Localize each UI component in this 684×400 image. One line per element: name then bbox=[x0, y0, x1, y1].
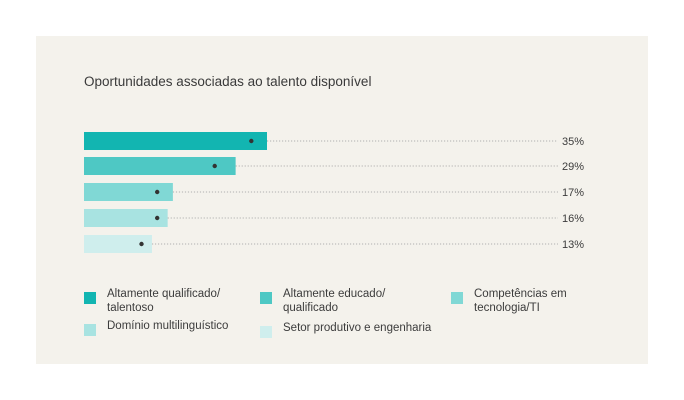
value-label-2: 29% bbox=[562, 161, 584, 173]
legend-item-4: Domínio multilinguístico bbox=[84, 319, 237, 336]
value-label-5: 13% bbox=[562, 239, 584, 251]
bar-1 bbox=[84, 132, 267, 150]
legend-swatch bbox=[260, 292, 272, 304]
legend-swatch bbox=[260, 326, 272, 338]
legend: Altamente qualificado/ talentoso Altament… bbox=[84, 287, 644, 347]
bar-4 bbox=[84, 209, 168, 227]
legend-label: Altamente qualificado/ talentoso bbox=[107, 288, 221, 314]
chart-card: Oportunidades associadas ao talento disp… bbox=[36, 36, 648, 364]
legend-label: Setor produtivo e engenharia bbox=[283, 322, 432, 334]
legend-item-5: Setor produtivo e engenharia bbox=[260, 321, 453, 338]
legend-swatch bbox=[84, 292, 96, 304]
bar-chart: 35% 29% 17% 16% 13% bbox=[84, 132, 584, 253]
legend-label: Domínio multilinguístico bbox=[107, 320, 229, 332]
bar-3 bbox=[84, 183, 173, 201]
legend-label: Competências em tecnologia/TI bbox=[474, 288, 567, 314]
marker-dot-2 bbox=[212, 163, 217, 169]
marker-dot-4 bbox=[155, 215, 160, 221]
value-label-3: 17% bbox=[562, 187, 584, 199]
legend-item-1: Altamente qualificado/ talentoso bbox=[84, 287, 237, 315]
marker-dot-1 bbox=[249, 138, 254, 144]
bar-5 bbox=[84, 235, 152, 253]
legend-swatch bbox=[84, 324, 96, 336]
legend-item-3: Competências em tecnologia/TI bbox=[451, 287, 604, 315]
bar-2 bbox=[84, 157, 236, 175]
legend-label: Altamente educado/ qualificado bbox=[283, 288, 386, 314]
marker-dot-5 bbox=[139, 241, 144, 247]
value-label-4: 16% bbox=[562, 213, 584, 225]
legend-item-2: Altamente educado/ qualificado bbox=[260, 287, 413, 315]
chart-title: Oportunidades associadas ao talento disp… bbox=[84, 74, 372, 89]
legend-swatch bbox=[451, 292, 463, 304]
value-label-1: 35% bbox=[562, 136, 584, 148]
marker-dot-3 bbox=[155, 189, 160, 195]
